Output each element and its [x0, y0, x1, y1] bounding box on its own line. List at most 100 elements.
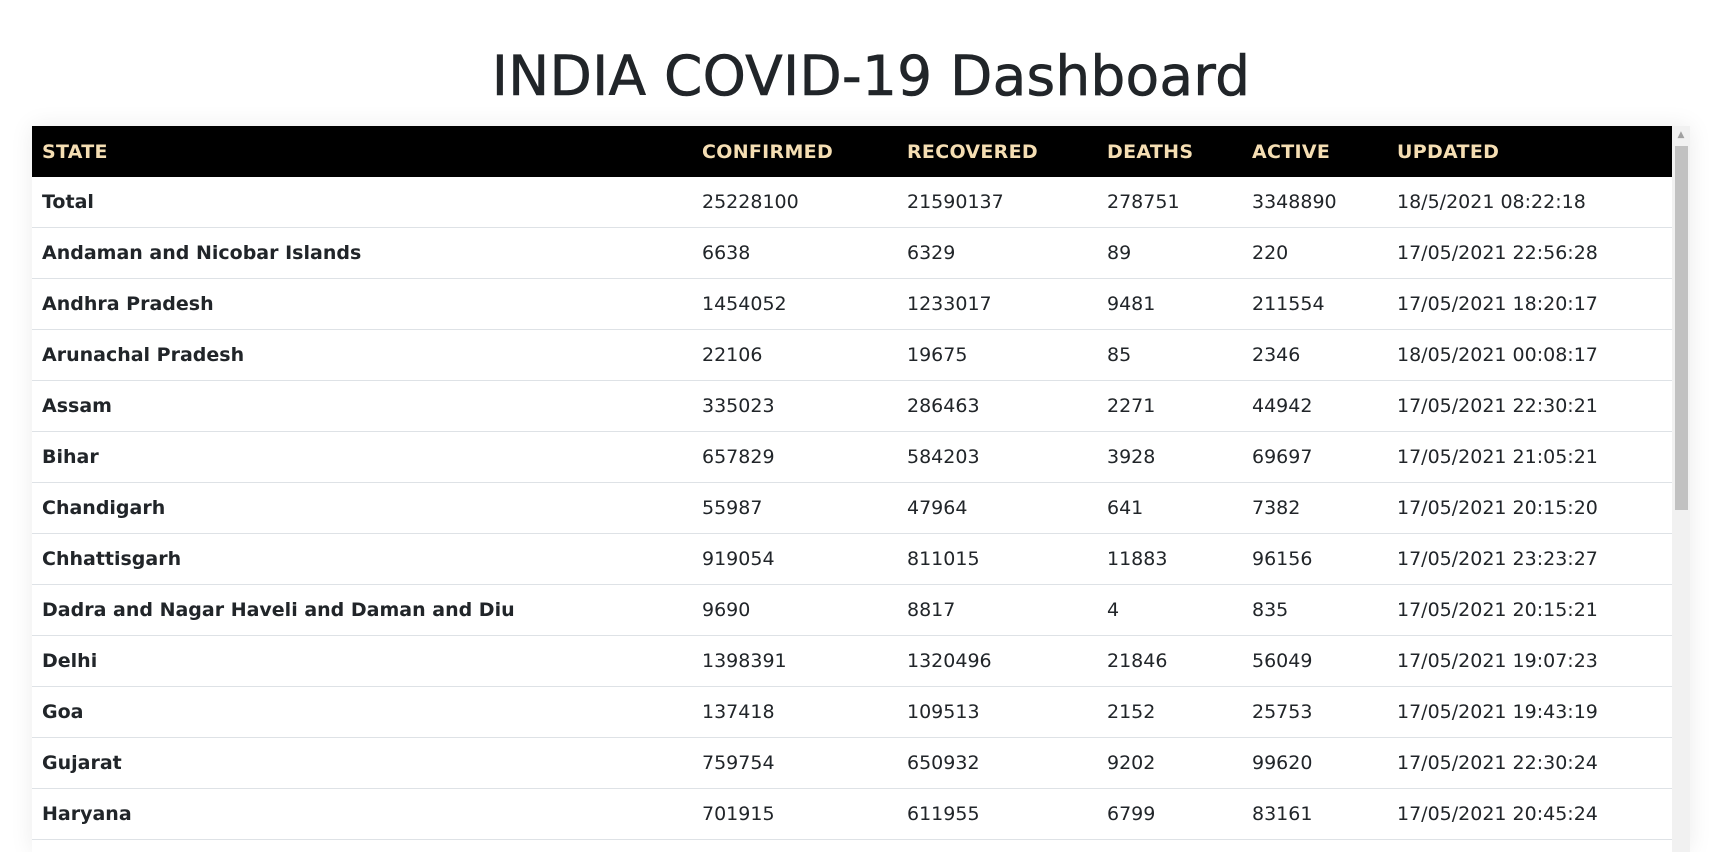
cell-confirmed: 759754	[692, 737, 897, 789]
header-recovered: RECOVERED	[897, 126, 1097, 177]
vertical-scrollbar[interactable]: ▲	[1672, 126, 1690, 852]
cell-state: Bihar	[32, 431, 692, 483]
covid-state-table: STATE CONFIRMED RECOVERED DEATHS ACTIVE …	[32, 126, 1690, 840]
page-title: INDIA COVID-19 Dashboard	[491, 43, 1251, 109]
cell-updated: 18/5/2021 08:22:18	[1387, 177, 1690, 228]
cell-updated: 18/05/2021 00:08:17	[1387, 329, 1690, 381]
cell-confirmed: 137418	[692, 686, 897, 738]
cell-active: 25753	[1242, 686, 1387, 738]
cell-confirmed: 919054	[692, 533, 897, 585]
cell-recovered: 286463	[897, 380, 1097, 432]
cell-deaths: 85	[1097, 329, 1242, 381]
covid-table-card: STATE CONFIRMED RECOVERED DEATHS ACTIVE …	[32, 126, 1690, 852]
table-row: Arunachal Pradesh 22106 19675 85 2346 18/05/2…	[32, 329, 1690, 381]
cell-deaths: 2271	[1097, 380, 1242, 432]
cell-deaths: 4	[1097, 584, 1242, 636]
cell-recovered: 109513	[897, 686, 1097, 738]
table-row: Chandigarh 55987 47964 641 7382 17/05/2021 20…	[32, 482, 1690, 534]
cell-updated: 17/05/2021 18:20:17	[1387, 278, 1690, 330]
header-deaths: DEATHS	[1097, 126, 1242, 177]
cell-deaths: 9202	[1097, 737, 1242, 789]
cell-active: 83161	[1242, 788, 1387, 840]
cell-updated: 17/05/2021 19:07:23	[1387, 635, 1690, 687]
table-row: Gujarat 759754 650932 9202 99620 17/05/2021 2…	[32, 737, 1690, 789]
cell-recovered: 1320496	[897, 635, 1097, 687]
table-body: Total 25228100 21590137 278751 3348890 18/5/2…	[32, 177, 1690, 840]
cell-deaths: 278751	[1097, 177, 1242, 228]
header-active: ACTIVE	[1242, 126, 1387, 177]
table-row: Andaman and Nicobar Islands 6638 6329 89 220…	[32, 227, 1690, 279]
cell-active: 69697	[1242, 431, 1387, 483]
cell-recovered: 8817	[897, 584, 1097, 636]
cell-recovered: 811015	[897, 533, 1097, 585]
cell-active: 96156	[1242, 533, 1387, 585]
cell-state: Gujarat	[32, 737, 692, 789]
cell-state: Total	[32, 177, 692, 228]
table-row: Dadra and Nagar Haveli and Daman and Diu…	[32, 584, 1690, 636]
cell-state: Andhra Pradesh	[32, 278, 692, 330]
cell-confirmed: 55987	[692, 482, 897, 534]
cell-deaths: 3928	[1097, 431, 1242, 483]
cell-state: Chandigarh	[32, 482, 692, 534]
cell-recovered: 584203	[897, 431, 1097, 483]
cell-updated: 17/05/2021 22:30:21	[1387, 380, 1690, 432]
cell-recovered: 19675	[897, 329, 1097, 381]
cell-state: Assam	[32, 380, 692, 432]
cell-confirmed: 701915	[692, 788, 897, 840]
table-row: Goa 137418 109513 2152 25753 17/05/2021 19:43…	[32, 686, 1690, 738]
cell-recovered: 6329	[897, 227, 1097, 279]
cell-updated: 17/05/2021 20:15:21	[1387, 584, 1690, 636]
cell-state: Dadra and Nagar Haveli and Daman and Diu	[32, 584, 692, 636]
cell-state: Chhattisgarh	[32, 533, 692, 585]
table-header-row: STATE CONFIRMED RECOVERED DEATHS ACTIVE …	[32, 126, 1690, 177]
scrollbar-thumb[interactable]	[1675, 146, 1688, 510]
cell-deaths: 89	[1097, 227, 1242, 279]
cell-state: Andaman and Nicobar Islands	[32, 227, 692, 279]
cell-updated: 17/05/2021 20:45:24	[1387, 788, 1690, 840]
cell-confirmed: 1398391	[692, 635, 897, 687]
cell-confirmed: 335023	[692, 380, 897, 432]
cell-updated: 17/05/2021 22:56:28	[1387, 227, 1690, 279]
cell-deaths: 6799	[1097, 788, 1242, 840]
cell-state: Goa	[32, 686, 692, 738]
cell-deaths: 2152	[1097, 686, 1242, 738]
cell-updated: 17/05/2021 20:15:20	[1387, 482, 1690, 534]
cell-active: 211554	[1242, 278, 1387, 330]
cell-state: Haryana	[32, 788, 692, 840]
header-updated: UPDATED	[1387, 126, 1690, 177]
cell-state: Arunachal Pradesh	[32, 329, 692, 381]
table-scroll-area[interactable]: STATE CONFIRMED RECOVERED DEATHS ACTIVE …	[32, 126, 1690, 852]
table-row: Delhi 1398391 1320496 21846 56049 17/05/2021 …	[32, 635, 1690, 687]
cell-updated: 17/05/2021 23:23:27	[1387, 533, 1690, 585]
scroll-up-arrow-icon[interactable]: ▲	[1677, 130, 1685, 140]
cell-active: 835	[1242, 584, 1387, 636]
cell-confirmed: 1454052	[692, 278, 897, 330]
cell-active: 7382	[1242, 482, 1387, 534]
cell-active: 44942	[1242, 380, 1387, 432]
cell-active: 99620	[1242, 737, 1387, 789]
cell-deaths: 21846	[1097, 635, 1242, 687]
cell-confirmed: 657829	[692, 431, 897, 483]
cell-deaths: 9481	[1097, 278, 1242, 330]
table-row: Haryana 701915 611955 6799 83161 17/05/2021 2…	[32, 788, 1690, 840]
cell-confirmed: 9690	[692, 584, 897, 636]
cell-updated: 17/05/2021 22:30:24	[1387, 737, 1690, 789]
cell-state: Delhi	[32, 635, 692, 687]
cell-confirmed: 25228100	[692, 177, 897, 228]
table-row: Chhattisgarh 919054 811015 11883 96156 17/05/…	[32, 533, 1690, 585]
cell-confirmed: 22106	[692, 329, 897, 381]
cell-recovered: 47964	[897, 482, 1097, 534]
cell-active: 220	[1242, 227, 1387, 279]
cell-recovered: 1233017	[897, 278, 1097, 330]
cell-active: 2346	[1242, 329, 1387, 381]
header-state: STATE	[32, 126, 692, 177]
cell-deaths: 11883	[1097, 533, 1242, 585]
table-row: Assam 335023 286463 2271 44942 17/05/2021 22:…	[32, 380, 1690, 432]
cell-recovered: 650932	[897, 737, 1097, 789]
header-confirmed: CONFIRMED	[692, 126, 897, 177]
cell-active: 56049	[1242, 635, 1387, 687]
cell-updated: 17/05/2021 21:05:21	[1387, 431, 1690, 483]
cell-recovered: 611955	[897, 788, 1097, 840]
cell-active: 3348890	[1242, 177, 1387, 228]
table-row: Bihar 657829 584203 3928 69697 17/05/2021 21:…	[32, 431, 1690, 483]
